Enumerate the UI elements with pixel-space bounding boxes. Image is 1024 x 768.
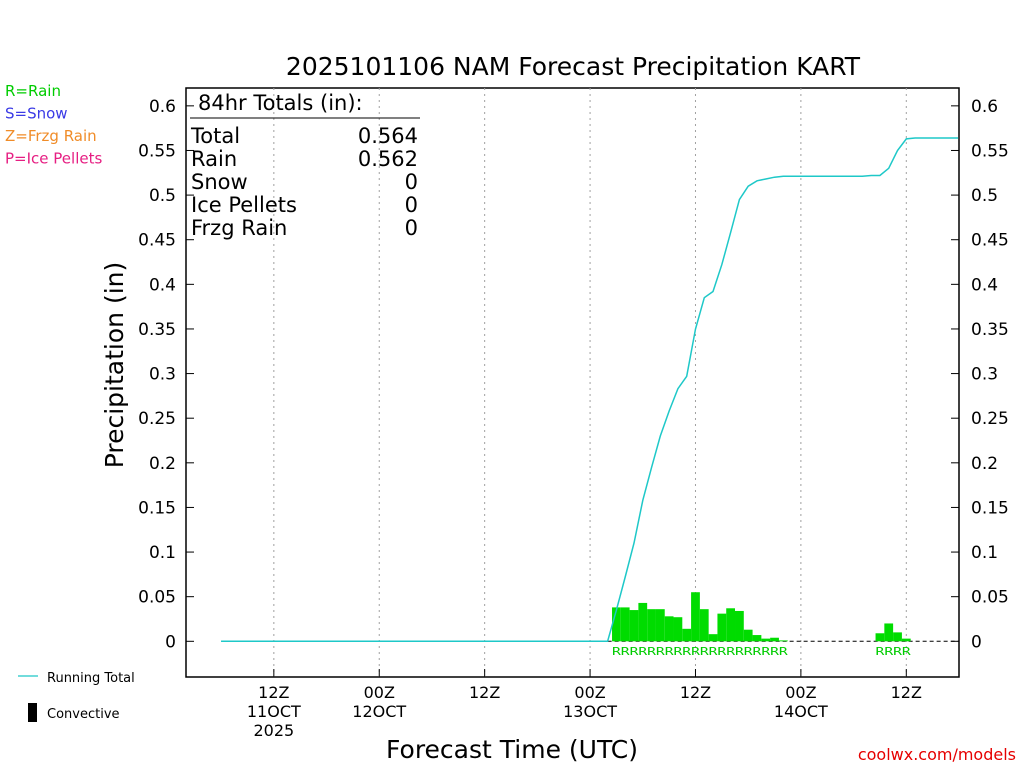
type-legend-item-1: S=Snow [5,105,68,123]
totals-value-0: 0.564 [358,124,418,148]
chart-title: 2025101106 NAM Forecast Precipitation KA… [286,52,861,81]
precip-bar-11 [708,634,718,642]
y-tick-label-right-9: 0.45 [971,231,1009,251]
precip-bar-3 [638,602,648,642]
precip-bar-20 [875,633,885,642]
grid-lines [273,88,907,677]
type-legend-item-2: Z=Frzg Rain [5,127,97,145]
y-tick-label-left-12: 0.6 [149,97,176,117]
precip-bar-9 [691,592,700,642]
precip-bar-18 [770,637,779,642]
x-tick-label-2-0: 12Z [469,683,500,702]
x-tick-label-3-1: 13OCT [563,702,617,721]
precip-bars [612,592,911,642]
precip-bar-22 [893,632,902,642]
x-tick-label-5-1: 14OCT [774,702,828,721]
y-tick-label-right-3: 0.15 [971,498,1009,518]
y-tick-label-left-10: 0.5 [149,186,176,206]
y-axis-label: Precipitation (in) [100,262,129,469]
precip-bar-16 [752,635,762,642]
type-legend-item-3: P=Ice Pellets [5,150,102,168]
totals-label-0: Total [190,124,240,148]
y-tick-label-left-7: 0.35 [138,320,176,340]
y-tick-label-left-1: 0.05 [138,588,176,608]
y-tick-label-left-4: 0.2 [149,454,176,474]
precip-bar-15 [743,629,753,642]
precip-bar-12 [717,613,727,642]
totals-label-3: Ice Pellets [191,193,297,217]
ptype-label-0: RRRRRRRRRRRRRRRRRRRR [612,645,788,658]
precip-bar-19 [778,640,788,642]
precip-bar-23 [901,638,911,642]
ptype-label-1: RRRR [876,645,912,658]
y-tick-label-left-8: 0.4 [149,275,176,295]
y-tick-label-right-6: 0.3 [971,365,998,385]
y-tick-label-right-0: 0 [971,632,982,652]
credit-text: coolwx.com/models [858,745,1016,764]
x-tick-label-1-1: 12OCT [352,702,406,721]
x-tick-label-1-0: 00Z [364,683,395,702]
ptype-labels: RRRRRRRRRRRRRRRRRRRR RRRR [612,645,911,658]
y-tick-label-right-10: 0.5 [971,186,998,206]
precip-bar-4 [647,609,656,642]
running-total-line-group [221,137,959,643]
totals-label-4: Frzg Rain [191,216,287,240]
running-total-line [221,137,959,643]
y-tick-label-left-0: 0 [165,632,176,652]
series-legend: Running Total Convective [18,671,135,722]
totals-heading: 84hr Totals (in): [198,91,363,115]
x-tick-label-0-1: 11OCT [247,702,301,721]
precip-bar-13 [726,608,736,642]
x-tick-label-5-0: 00Z [785,683,816,702]
y-tick-label-left-6: 0.3 [149,365,176,385]
running-total-legend-label: Running Total [47,671,135,686]
precip-bar-14 [735,610,744,642]
plot-frame [185,87,960,678]
precip-bar-6 [664,616,674,642]
x-tick-label-0-2: 2025 [253,721,294,740]
precip-bar-21 [884,623,894,642]
y-tick-label-left-5: 0.25 [138,409,176,429]
totals-box: 84hr Totals (in): Total 0.564 Rain 0.562 Snow… [190,91,420,240]
precip-bar-0 [612,607,621,642]
precip-bar-2 [629,610,639,642]
precip-bar-17 [761,638,771,642]
totals-value-1: 0.562 [358,147,418,171]
x-tick-label-0-0: 12Z [258,683,289,702]
totals-value-2: 0 [405,170,418,194]
y-axis-left: 0 0.05 0.1 0.15 0.2 0.25 0.3 0.35 0.4 0.45 0.5 0.55… [138,97,194,652]
totals-label-2: Snow [191,170,248,194]
totals-value-3: 0 [405,193,418,217]
y-tick-label-right-8: 0.4 [971,275,998,295]
precip-bar-1 [620,607,630,642]
y-axis-right: 0 0.05 0.1 0.15 0.2 0.25 0.3 0.35 0.4 0.45 0.5 0.55… [951,97,1009,652]
totals-value-4: 0 [405,216,418,240]
x-tick-label-4-0: 12Z [680,683,711,702]
y-tick-label-right-5: 0.25 [971,409,1009,429]
x-tick-label-6-0: 12Z [891,683,922,702]
precip-bar-5 [655,609,665,642]
y-tick-label-right-12: 0.6 [971,97,998,117]
y-tick-label-right-2: 0.1 [971,543,998,563]
y-tick-label-left-3: 0.15 [138,498,176,518]
x-tick-label-3-0: 00Z [574,683,605,702]
y-tick-label-right-1: 0.05 [971,588,1009,608]
precip-bar-7 [673,617,683,642]
y-tick-label-left-11: 0.55 [138,141,176,161]
precip-bar-8 [682,628,692,642]
y-tick-label-right-11: 0.55 [971,141,1009,161]
totals-label-1: Rain [191,147,237,171]
y-tick-label-right-7: 0.35 [971,320,1009,340]
type-legend-item-0: R=Rain [5,82,61,100]
precip-bar-10 [699,609,709,642]
precip-type-legend: R=Rain S=Snow Z=Frzg Rain P=Ice Pellets [5,82,102,168]
y-tick-label-right-4: 0.2 [971,454,998,474]
y-tick-label-left-2: 0.1 [149,543,176,563]
convective-legend-swatch [28,703,37,722]
y-tick-label-left-9: 0.45 [138,231,176,251]
convective-legend-label: Convective [47,707,120,722]
x-axis-label: Forecast Time (UTC) [386,735,638,764]
